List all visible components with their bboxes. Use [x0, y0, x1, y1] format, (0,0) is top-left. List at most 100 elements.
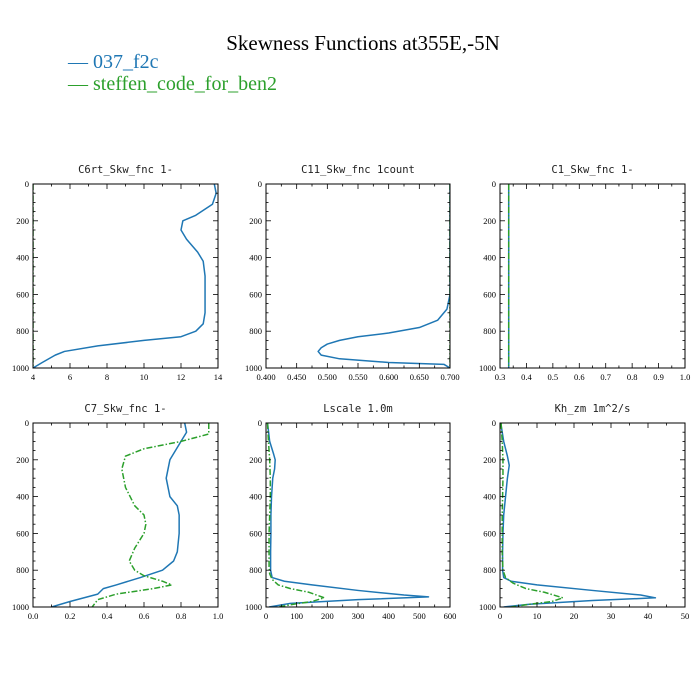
x-tick-label: 0.8 [176, 611, 187, 621]
y-tick-label: 600 [16, 289, 29, 299]
y-tick-label: 1000 [479, 602, 496, 612]
legend: — 037_f2c — steffen_code_for_ben2 [67, 51, 277, 95]
series-line-1 [51, 423, 188, 607]
x-tick-label: 0.400 [256, 372, 275, 382]
y-tick-label: 200 [249, 216, 262, 226]
x-tick-label: 400 [382, 611, 395, 621]
series-line-1 [33, 184, 217, 368]
y-tick-label: 600 [249, 528, 262, 538]
y-tick-label: 1000 [12, 363, 29, 373]
x-tick-label: 0.7 [600, 372, 611, 382]
x-tick-label: 0.4 [102, 611, 113, 621]
x-tick-label: 0 [498, 611, 502, 621]
y-tick-label: 0 [492, 179, 496, 189]
y-tick-label: 800 [249, 326, 262, 336]
panel-title: C1_Skw_fnc 1- [551, 164, 633, 176]
x-tick-label: 50 [681, 611, 690, 621]
y-tick-label: 400 [483, 253, 496, 263]
y-tick-label: 1000 [479, 363, 496, 373]
y-tick-label: 800 [483, 565, 496, 575]
y-tick-label: 600 [483, 289, 496, 299]
x-tick-label: 0.5 [548, 372, 559, 382]
y-tick-label: 1000 [12, 602, 29, 612]
x-tick-label: 100 [290, 611, 303, 621]
x-tick-label: 0.650 [410, 372, 429, 382]
panel-title: C6rt_Skw_fnc 1- [78, 164, 173, 176]
x-tick-label: 10 [140, 372, 149, 382]
y-tick-label: 400 [249, 253, 262, 263]
x-tick-label: 14 [214, 372, 223, 382]
x-tick-label: 0.500 [318, 372, 337, 382]
y-tick-label: 1000 [245, 602, 262, 612]
legend-entry-2: — steffen_code_for_ben2 [67, 73, 277, 95]
x-tick-label: 0.550 [348, 372, 367, 382]
series-line-2 [91, 423, 210, 607]
legend-label-2: steffen_code_for_ben2 [93, 73, 277, 95]
x-tick-label: 300 [352, 611, 365, 621]
x-tick-label: 6 [68, 372, 72, 382]
x-tick-label: 0.9 [653, 372, 664, 382]
x-tick-label: 8 [105, 372, 109, 382]
x-tick-label: 4 [31, 372, 36, 382]
y-tick-label: 400 [16, 253, 29, 263]
y-tick-label: 200 [16, 455, 29, 465]
x-tick-label: 200 [321, 611, 334, 621]
x-tick-label: 1.0 [680, 372, 691, 382]
y-tick-label: 200 [249, 455, 262, 465]
plot-frame [265, 422, 451, 608]
y-tick-label: 400 [249, 492, 262, 502]
series-line-2 [500, 423, 564, 607]
plot-frame [32, 183, 219, 369]
series-line-1 [317, 184, 450, 368]
y-tick-label: 0 [258, 179, 262, 189]
y-tick-label: 1000 [245, 363, 262, 373]
y-tick-label: 800 [483, 326, 496, 336]
x-tick-label: 0.600 [379, 372, 398, 382]
plot-frame [265, 183, 451, 369]
legend-label-1: 037_f2c [93, 51, 159, 73]
x-tick-label: 600 [444, 611, 457, 621]
x-tick-label: 0.2 [65, 611, 76, 621]
y-tick-label: 600 [249, 289, 262, 299]
y-tick-label: 600 [483, 528, 496, 538]
plot-frame [499, 183, 686, 369]
x-tick-label: 0 [264, 611, 268, 621]
legend-entry-1: — 037_f2c [67, 51, 159, 73]
x-tick-label: 40 [644, 611, 653, 621]
y-tick-label: 0 [492, 418, 496, 428]
x-tick-label: 20 [570, 611, 579, 621]
x-tick-label: 500 [413, 611, 426, 621]
panel-2: C11_Skw_fnc 1count 0 200 400 600 800 10000.400… [245, 164, 460, 382]
x-tick-label: 10 [533, 611, 542, 621]
plot-frame [32, 422, 219, 608]
y-tick-label: 400 [483, 492, 496, 502]
x-tick-label: 0.700 [440, 372, 459, 382]
y-tick-label: 600 [16, 528, 29, 538]
panel-title: Kh_zm 1m^2/s [555, 403, 631, 415]
x-tick-label: 0.3 [495, 372, 506, 382]
y-tick-label: 800 [16, 565, 29, 575]
y-tick-label: 200 [483, 455, 496, 465]
x-tick-label: 12 [177, 372, 186, 382]
y-tick-label: 200 [483, 216, 496, 226]
series-line-1 [500, 423, 657, 607]
x-tick-label: 1.0 [213, 611, 224, 621]
x-tick-label: 0.6 [574, 372, 585, 382]
y-tick-label: 800 [249, 565, 262, 575]
y-tick-label: 400 [16, 492, 29, 502]
x-tick-label: 0.6 [139, 611, 150, 621]
y-tick-label: 200 [16, 216, 29, 226]
figure-title: Skewness Functions at355E,-5N [226, 31, 500, 55]
x-tick-label: 0.8 [627, 372, 638, 382]
panel-title: C7_Skw_fnc 1- [84, 403, 166, 415]
x-tick-label: 0.0 [28, 611, 39, 621]
y-tick-label: 800 [16, 326, 29, 336]
panel-title: C11_Skw_fnc 1count [301, 164, 415, 176]
plot-frame [499, 422, 686, 608]
